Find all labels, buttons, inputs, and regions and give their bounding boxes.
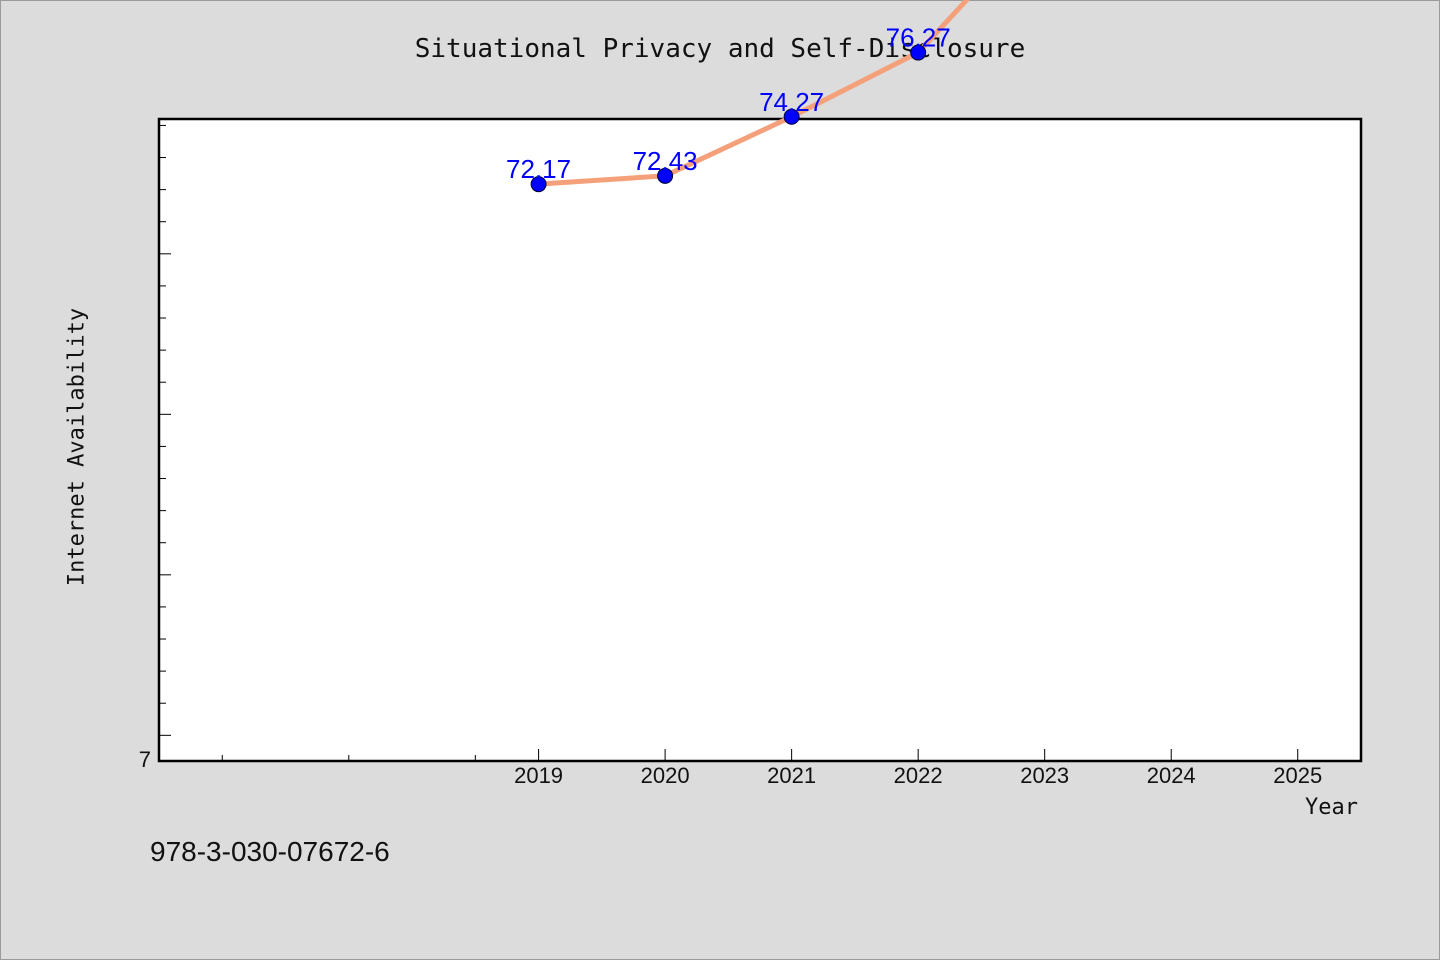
plot-area bbox=[157, 117, 1363, 763]
x-tick-label: 2020 bbox=[641, 763, 690, 788]
x-axis-label: Year bbox=[1305, 795, 1358, 820]
x-tick-label: 2021 bbox=[767, 763, 816, 788]
y-tick-label: 7 bbox=[139, 747, 151, 772]
data-point bbox=[530, 176, 547, 193]
x-tick-label: 2023 bbox=[1020, 763, 1069, 788]
isbn-text: 978-3-030-07672-6 bbox=[150, 836, 390, 867]
data-label: 72.43 bbox=[633, 146, 698, 176]
data-label: 76.27 bbox=[886, 23, 951, 53]
data-point bbox=[657, 167, 674, 184]
data-point bbox=[910, 44, 927, 61]
x-tick-label: 2022 bbox=[894, 763, 943, 788]
data-label: 72.17 bbox=[506, 154, 571, 184]
data-label: 74.27 bbox=[759, 87, 824, 117]
x-tick-label: 2019 bbox=[514, 763, 563, 788]
x-axis-ticks: 2019 2020 2021 2022 2023 2024 2025 bbox=[221, 749, 1322, 788]
x-tick-label: 2025 bbox=[1273, 763, 1322, 788]
data-point bbox=[783, 108, 800, 125]
x-tick-label: 2024 bbox=[1147, 763, 1196, 788]
y-axis-ticks: 7 bbox=[139, 124, 171, 772]
